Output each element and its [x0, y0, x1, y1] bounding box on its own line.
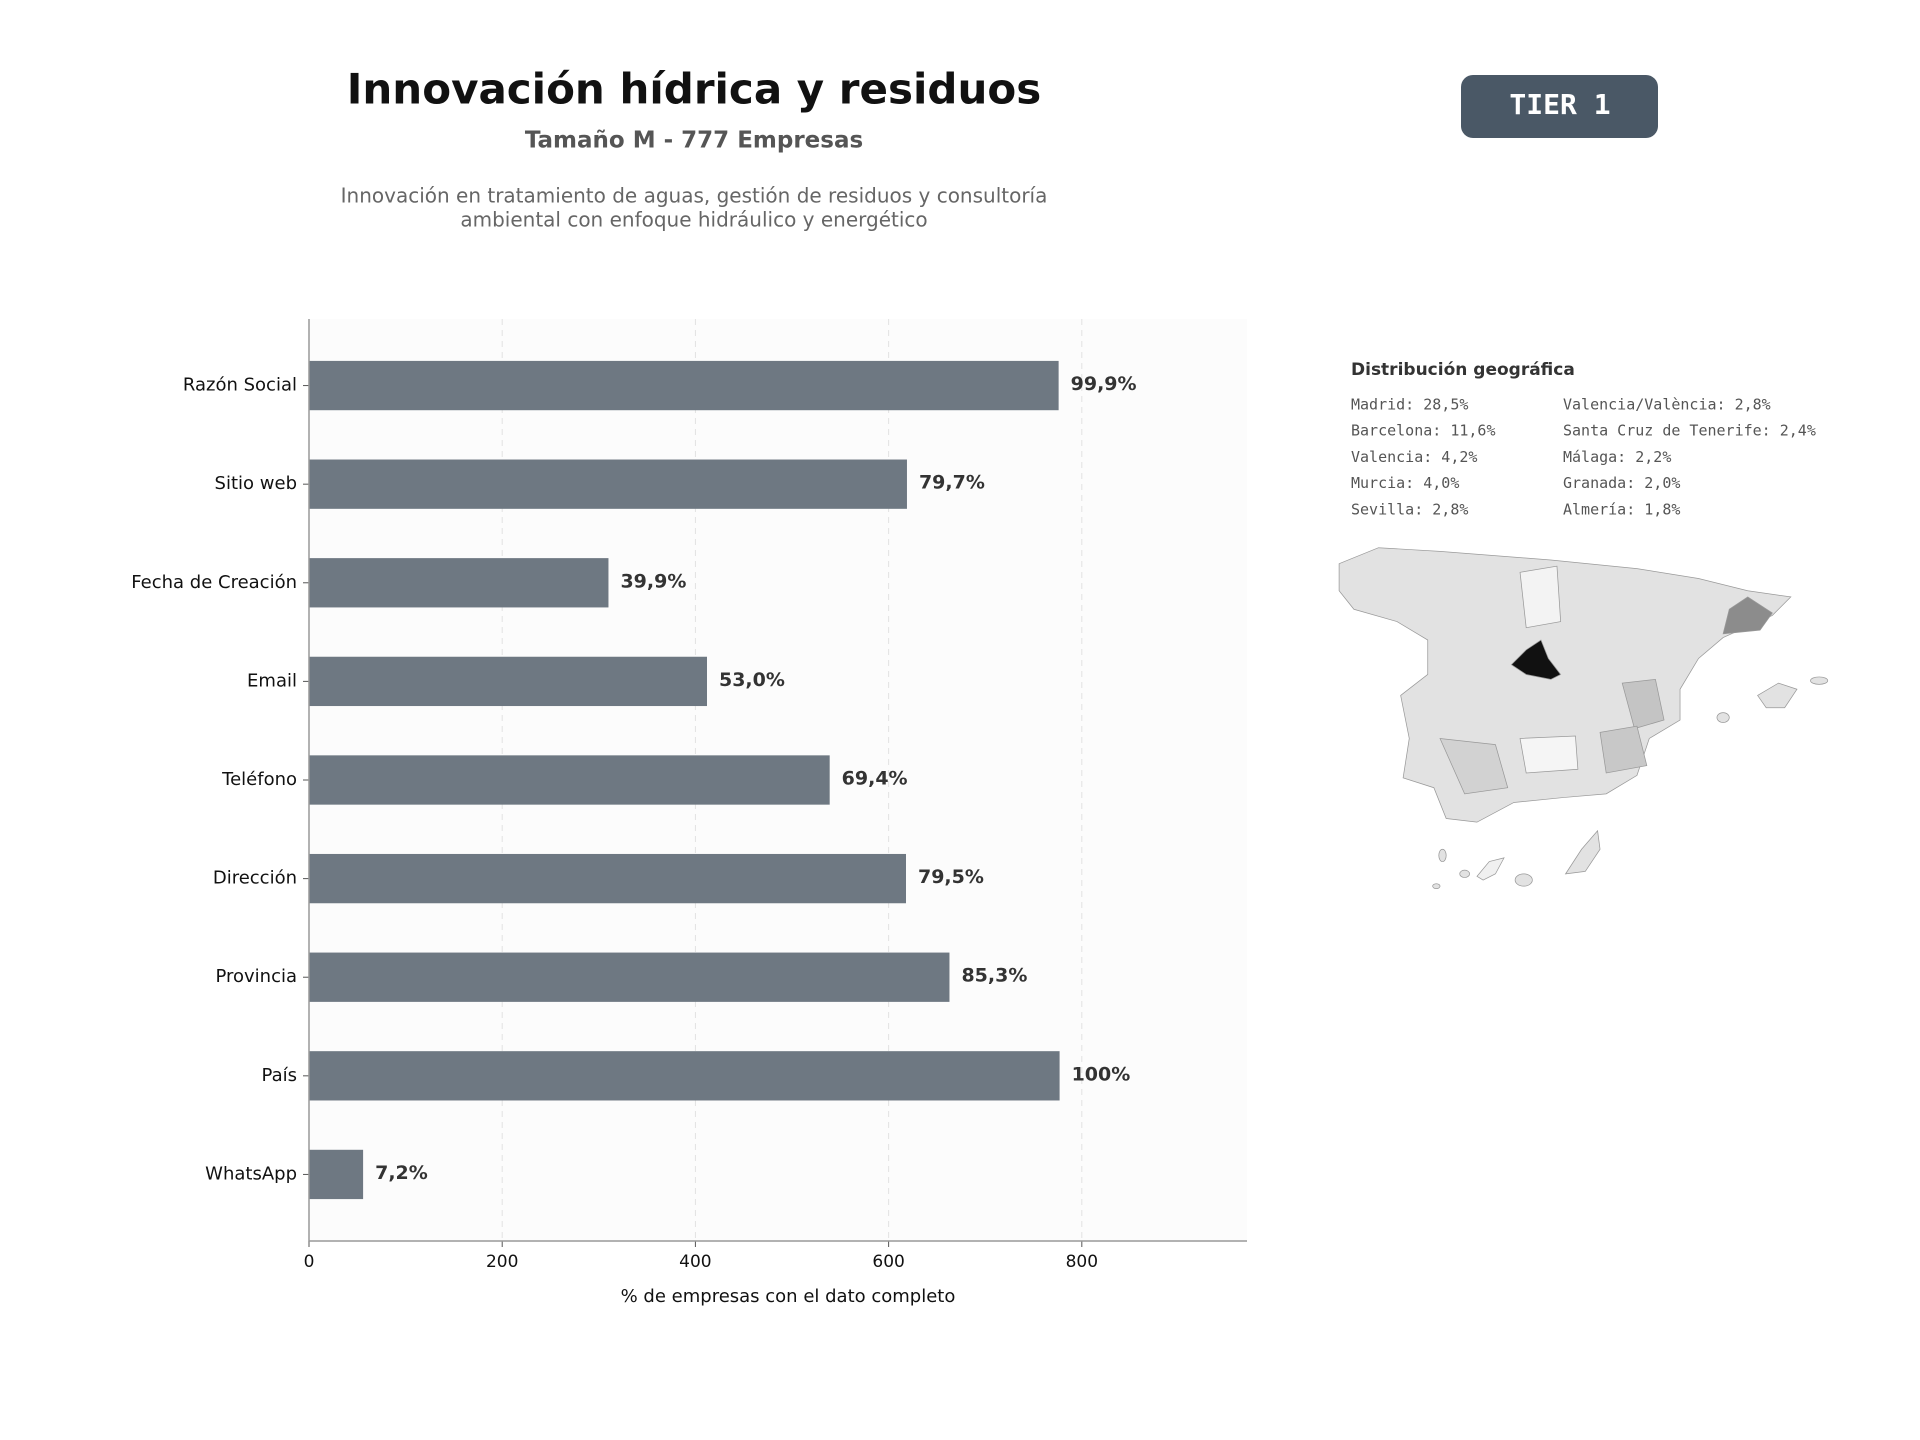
badge: [1461, 75, 1658, 138]
x-tick-label: 200: [486, 1252, 518, 1272]
y-tick-label: Razón Social: [183, 375, 297, 396]
map-region: [1439, 738, 1509, 795]
description: ambiental con enfoque hidráulico y energ…: [460, 208, 927, 232]
x-tick-label: 600: [872, 1252, 904, 1272]
map-island: [1514, 873, 1533, 887]
y-tick-label: Dirección: [213, 868, 297, 889]
y-tick-label: Fecha de Creación: [131, 572, 297, 593]
geo-item: Valencia/València: 2,8%: [1563, 396, 1771, 414]
map-island: [1810, 676, 1829, 685]
map-region: [1519, 735, 1579, 774]
map-island: [1716, 712, 1730, 723]
geo-item: Madrid: 28,5%: [1351, 396, 1468, 414]
value-label: 7,2%: [375, 1162, 428, 1184]
geo-item: Valencia: 4,2%: [1351, 448, 1477, 466]
bar: [309, 952, 950, 1002]
geo-item: Málaga: 2,2%: [1563, 448, 1671, 466]
y-tick-label: Provincia: [215, 966, 297, 987]
value-label: 100%: [1072, 1063, 1131, 1085]
map-island: [1459, 869, 1470, 878]
value-label: 69,4%: [842, 768, 908, 790]
geo-item: Santa Cruz de Tenerife: 2,4%: [1563, 422, 1816, 440]
value-label: 99,9%: [1071, 373, 1137, 395]
bar: [309, 755, 830, 805]
map-island: [1438, 848, 1447, 862]
subtitle: Tamaño M - 777 Empresas: [525, 128, 863, 154]
x-tick-label: 400: [679, 1252, 711, 1272]
value-label: 53,0%: [719, 669, 785, 691]
badge-text: TIER 1: [1509, 88, 1610, 121]
map: [1338, 547, 1829, 890]
title: Innovación hídrica y residuos: [347, 65, 1041, 114]
map-island: [1564, 829, 1601, 875]
map-region: [1621, 678, 1665, 730]
geo-item: Almería: 1,8%: [1563, 500, 1680, 518]
x-tick-label: 0: [304, 1252, 315, 1272]
geo-item: Sevilla: 2,8%: [1351, 500, 1468, 518]
y-tick-label: Sitio web: [215, 473, 297, 494]
bar: [309, 853, 906, 904]
x-axis-label: % de empresas con el dato completo: [621, 1286, 956, 1307]
map-island: [1476, 857, 1505, 881]
bar: [309, 1149, 364, 1200]
value-label: 85,3%: [961, 965, 1027, 987]
map-region: [1338, 547, 1792, 823]
bar: [309, 558, 609, 608]
map-island: [1432, 883, 1441, 890]
map-region: [1519, 565, 1562, 629]
value-label: 39,9%: [620, 570, 686, 592]
geo-item: Granada: 2,0%: [1563, 474, 1680, 492]
description: Innovación en tratamiento de aguas, gest…: [341, 184, 1048, 208]
bar: [309, 1051, 1060, 1101]
value-label: 79,5%: [918, 866, 984, 888]
y-tick-label: Email: [247, 670, 297, 691]
y-tick-label: WhatsApp: [205, 1163, 297, 1184]
geo-item: Barcelona: 11,6%: [1351, 422, 1496, 440]
map-barcelona: [1722, 596, 1773, 635]
y-tick-label: País: [262, 1065, 297, 1086]
x-tick-label: 800: [1066, 1252, 1098, 1272]
map-madrid: [1510, 639, 1562, 680]
bar: [309, 360, 1059, 411]
map-island: [1757, 682, 1798, 709]
geo-title: Distribución geográfica: [1351, 360, 1575, 380]
bar: [309, 656, 707, 707]
bar: [309, 459, 907, 509]
value-label: 79,7%: [919, 472, 985, 494]
geo-item: Murcia: 4,0%: [1351, 474, 1459, 492]
y-tick-label: Teléfono: [221, 769, 297, 790]
map-region: [1599, 725, 1648, 774]
